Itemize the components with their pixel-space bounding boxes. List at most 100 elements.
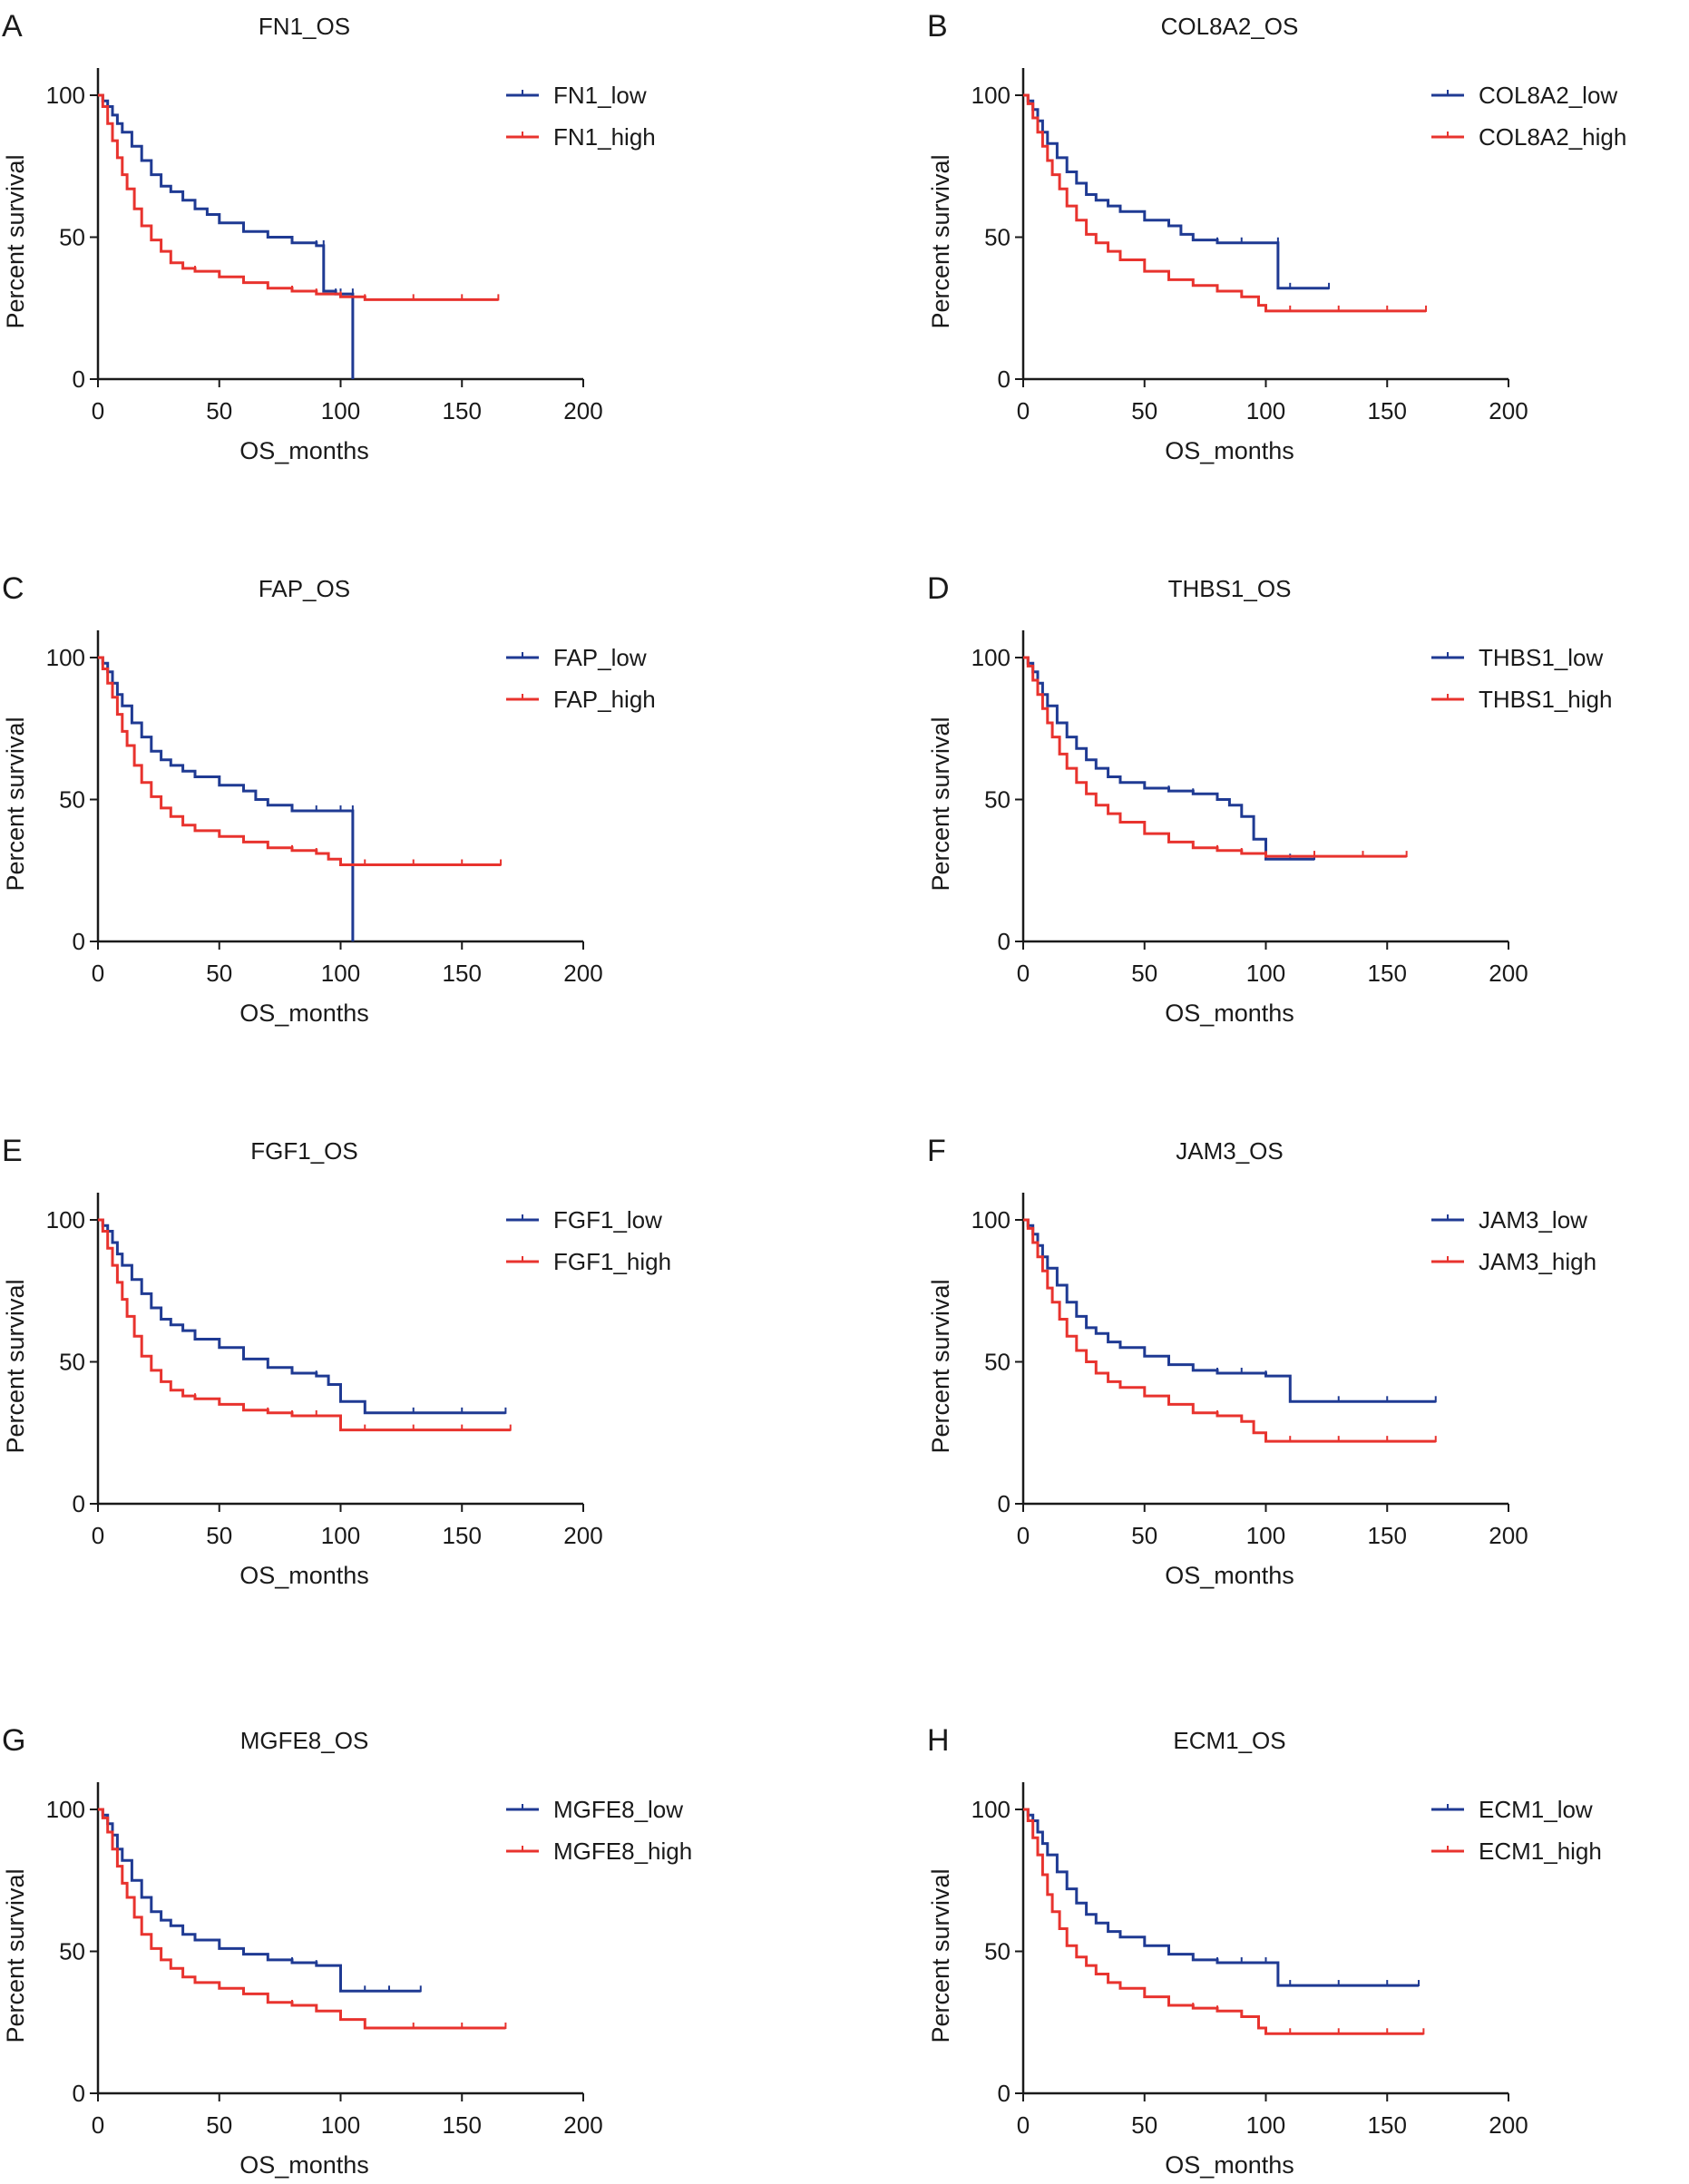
y-tick-label: 50	[59, 224, 85, 251]
x-tick-label: 200	[1489, 2111, 1528, 2139]
x-tick-label: 0	[1017, 397, 1030, 424]
series-line-MGFE8_low	[98, 1808, 421, 1993]
series-line-COL8A2_high	[1023, 93, 1426, 313]
x-tick-label: 150	[1368, 397, 1407, 424]
x-tick-label: 100	[321, 397, 360, 424]
series-line-FAP_low	[98, 656, 355, 941]
x-tick-label: 50	[206, 2111, 232, 2139]
y-tick-label: 0	[73, 1490, 85, 1517]
x-tick-label: 0	[92, 397, 104, 424]
x-axis-label: OS_months	[239, 999, 369, 1027]
x-tick-label: 150	[1368, 960, 1407, 987]
y-tick-label: 0	[73, 928, 85, 955]
legend-label: COL8A2_low	[1479, 82, 1617, 109]
y-tick-label: 0	[73, 2080, 85, 2107]
series-line-FGF1_low	[98, 1218, 506, 1415]
y-tick-label: 0	[73, 366, 85, 393]
x-tick-label: 50	[1131, 960, 1157, 987]
legend-label: FAP_low	[553, 644, 647, 671]
series-line-FN1_high	[98, 93, 499, 301]
legend-label: ECM1_low	[1479, 1796, 1593, 1823]
x-tick-label: 100	[321, 2111, 360, 2139]
y-axis-label: Percent survival	[2, 1279, 29, 1453]
y-tick-label: 50	[984, 786, 1010, 814]
y-axis-label: Percent survival	[927, 1868, 954, 2043]
panel-A: A FN1_OS 0 50 100 150 200 0 50 100 OS_months Percen…	[2, 9, 656, 464]
series-line-FGF1_high	[98, 1218, 511, 1432]
series-line-ECM1_low	[1023, 1808, 1419, 1987]
y-tick-label: 0	[998, 1490, 1010, 1517]
x-tick-label: 150	[443, 960, 482, 987]
x-tick-label: 200	[1489, 1522, 1528, 1549]
y-tick-label: 50	[59, 1349, 85, 1376]
legend-label: THBS1_low	[1479, 644, 1603, 671]
panel-letter: D	[927, 571, 950, 606]
x-axis-label: OS_months	[1165, 2151, 1294, 2179]
x-tick-label: 50	[206, 960, 232, 987]
x-axis-label: OS_months	[1165, 1562, 1294, 1589]
panel-letter: A	[2, 9, 23, 44]
y-axis-label: Percent survival	[927, 717, 954, 891]
legend-label: FN1_high	[553, 123, 656, 151]
panel-letter: B	[927, 9, 948, 44]
x-tick-label: 150	[443, 1522, 482, 1549]
x-tick-label: 100	[1246, 960, 1285, 987]
chart-title: JAM3_OS	[1176, 1137, 1284, 1165]
y-tick-label: 100	[971, 644, 1010, 671]
y-tick-label: 0	[998, 366, 1010, 393]
y-tick-label: 0	[998, 2080, 1010, 2107]
y-tick-label: 50	[59, 1938, 85, 1965]
legend-label: FAP_high	[553, 686, 656, 713]
x-tick-label: 150	[443, 2111, 482, 2139]
y-tick-label: 100	[971, 1206, 1010, 1233]
panel-letter: F	[927, 1134, 946, 1168]
chart-title: THBS1_OS	[1168, 575, 1292, 602]
series-line-JAM3_high	[1023, 1218, 1436, 1443]
x-tick-label: 100	[1246, 2111, 1285, 2139]
x-tick-label: 50	[1131, 1522, 1157, 1549]
x-tick-label: 0	[92, 960, 104, 987]
x-tick-label: 0	[1017, 2111, 1030, 2139]
x-axis-label: OS_months	[239, 2151, 369, 2179]
x-tick-label: 0	[1017, 960, 1030, 987]
y-axis-label: Percent survival	[927, 1279, 954, 1453]
x-axis-label: OS_months	[1165, 999, 1294, 1027]
x-tick-label: 100	[1246, 1522, 1285, 1549]
x-tick-label: 100	[1246, 397, 1285, 424]
y-axis-label: Percent survival	[2, 717, 29, 891]
x-axis-label: OS_months	[239, 1562, 369, 1589]
y-tick-label: 100	[46, 82, 85, 109]
chart-title: MGFE8_OS	[240, 1727, 369, 1754]
panel-H: H ECM1_OS 0 50 100 150 200 0 50 100 OS_months Perce…	[927, 1723, 1602, 2179]
chart-title: COL8A2_OS	[1161, 13, 1299, 40]
x-tick-label: 200	[1489, 397, 1528, 424]
x-tick-label: 50	[1131, 397, 1157, 424]
x-tick-label: 200	[563, 397, 602, 424]
x-tick-label: 150	[1368, 1522, 1407, 1549]
legend-label: FGF1_high	[553, 1248, 671, 1275]
x-tick-label: 200	[1489, 960, 1528, 987]
series-line-FAP_high	[98, 656, 501, 866]
x-tick-label: 200	[563, 1522, 602, 1549]
x-tick-label: 150	[443, 397, 482, 424]
x-tick-label: 0	[92, 1522, 104, 1549]
series-line-JAM3_low	[1023, 1218, 1436, 1403]
legend-label: MGFE8_low	[553, 1796, 683, 1823]
x-tick-label: 50	[206, 397, 232, 424]
panel-B: B COL8A2_OS 0 50 100 150 200 0 50 100 OS_months Per…	[927, 9, 1626, 464]
y-tick-label: 0	[998, 928, 1010, 955]
series-line-FN1_low	[98, 93, 355, 379]
x-tick-label: 100	[321, 960, 360, 987]
y-axis-label: Percent survival	[2, 154, 29, 328]
x-tick-label: 200	[563, 960, 602, 987]
panel-C: C FAP_OS 0 50 100 150 200 0 50 100 OS_months Percen…	[2, 571, 656, 1027]
y-axis-label: Percent survival	[927, 154, 954, 328]
x-tick-label: 50	[206, 1522, 232, 1549]
y-tick-label: 50	[984, 224, 1010, 251]
y-axis-label: Percent survival	[2, 1868, 29, 2043]
legend-label: COL8A2_high	[1479, 123, 1626, 151]
y-tick-label: 100	[971, 1796, 1010, 1823]
y-tick-label: 100	[46, 1796, 85, 1823]
legend-label: ECM1_high	[1479, 1838, 1602, 1865]
